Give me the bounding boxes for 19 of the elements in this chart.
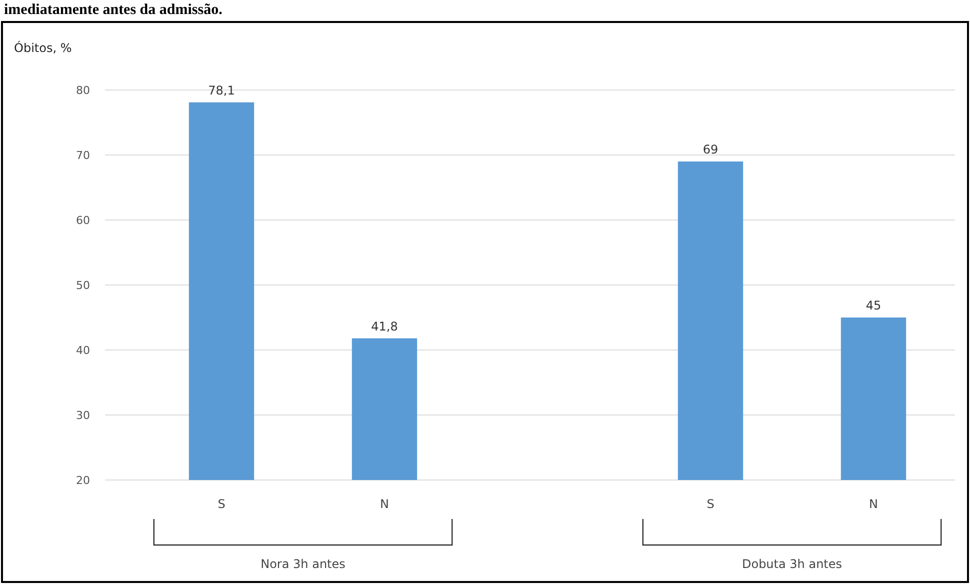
data-label: 45 [866, 298, 882, 312]
y-tick-label: 20 [76, 474, 90, 487]
y-tick-label: 60 [76, 214, 90, 227]
y-tick-label: 70 [76, 148, 90, 162]
text: Dobuta 3h antes [742, 557, 842, 571]
data-label: 78,1 [208, 83, 235, 98]
y-axis-title: Óbitos, % [14, 40, 72, 55]
x-tick-label: S [218, 497, 226, 511]
x-tick-label: S [706, 497, 714, 511]
y-tick-label: 30 [76, 408, 90, 422]
text: Nora 3h antes [260, 557, 346, 571]
data-label: 69 [702, 142, 718, 156]
x-tick-label: N [869, 497, 878, 511]
y-tick-label: 50 [76, 278, 90, 292]
y-tick-label: 80 [76, 84, 90, 97]
chart-title: imediatamente antes da admissão. [4, 2, 223, 18]
x-tick-label: N [380, 497, 389, 511]
data-label: 41,8 [371, 319, 398, 334]
y-tick-label: 40 [76, 344, 90, 357]
